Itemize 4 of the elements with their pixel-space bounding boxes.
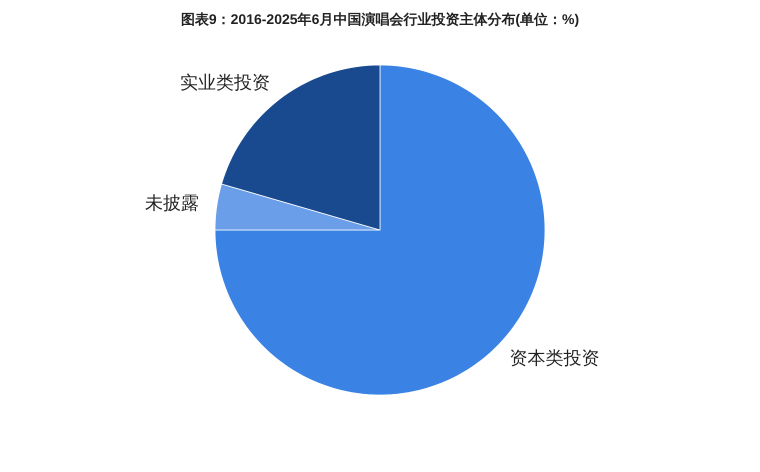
- slice-label: 未披露: [144, 192, 199, 213]
- slice-label: 实业类投资: [180, 72, 270, 92]
- slice-label: 资本类投资: [509, 348, 600, 368]
- chart-title: 图表9：2016-2025年6月中国演唱会行业投资主体分布(单位：%): [180, 11, 580, 27]
